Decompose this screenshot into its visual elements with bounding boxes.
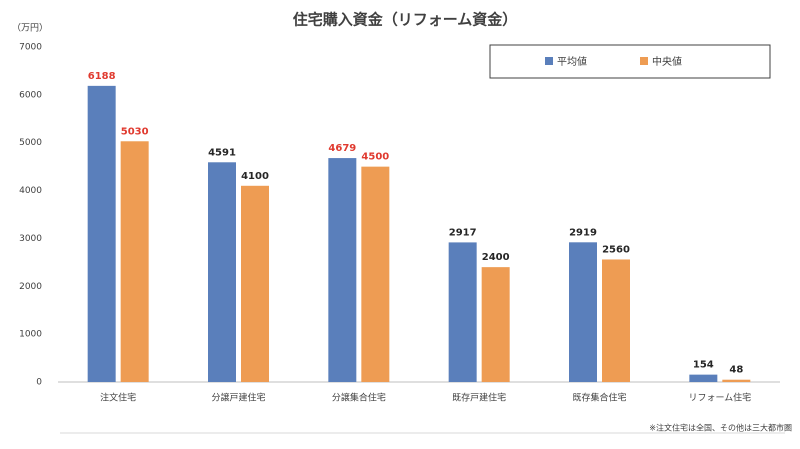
x-tick-label: 既存集合住宅	[572, 392, 626, 404]
y-unit: （万円）	[12, 23, 48, 34]
bar	[602, 259, 630, 382]
data-label: 5030	[121, 126, 149, 137]
bar	[208, 162, 236, 382]
legend-swatch	[545, 57, 553, 65]
legend-swatch	[640, 57, 648, 65]
x-tick-label: 分譲戸建住宅	[211, 392, 265, 404]
bar	[361, 166, 390, 382]
data-label: 2400	[482, 252, 510, 263]
data-label: 4500	[361, 152, 389, 163]
bar	[722, 379, 751, 382]
data-label: 48	[729, 365, 743, 376]
x-tick-label: 注文住宅	[100, 392, 136, 404]
bar	[569, 242, 597, 382]
data-label: 154	[693, 360, 714, 371]
y-tick-label: 1000	[19, 330, 42, 340]
data-label: 4591	[208, 147, 236, 158]
y-tick-label: 0	[36, 378, 42, 388]
data-label: 4100	[241, 171, 269, 182]
bar	[241, 185, 269, 382]
y-tick-label: 5000	[19, 138, 42, 148]
y-tick-label: 2000	[19, 282, 42, 292]
y-tick-label: 4000	[19, 186, 42, 196]
bar	[120, 141, 149, 382]
bar	[481, 267, 510, 382]
legend-box	[489, 44, 771, 79]
bar	[87, 85, 116, 383]
legend-label: 平均値	[557, 55, 587, 68]
data-label: 2917	[449, 227, 477, 238]
data-label: 4679	[328, 143, 356, 154]
x-tick-label: 分譲集合住宅	[332, 392, 386, 404]
bar	[689, 374, 718, 382]
data-label: 2560	[602, 244, 630, 255]
y-tick-label: 6000	[19, 90, 42, 100]
bar	[328, 158, 357, 382]
y-tick-label: 3000	[19, 234, 42, 244]
x-tick-label: リフォーム住宅	[688, 392, 751, 404]
x-tick-label: 既存戸建住宅	[452, 392, 506, 404]
legend-label: 中央値	[652, 55, 682, 68]
footnote: ※注文住宅は全国、その他は三大都市圏	[649, 423, 792, 433]
bar	[448, 242, 477, 382]
data-label: 6188	[88, 71, 116, 82]
chart-title: 住宅購入資金（リフォーム資金）	[293, 11, 518, 29]
data-label: 2919	[569, 227, 597, 238]
y-tick-label: 7000	[19, 43, 42, 53]
